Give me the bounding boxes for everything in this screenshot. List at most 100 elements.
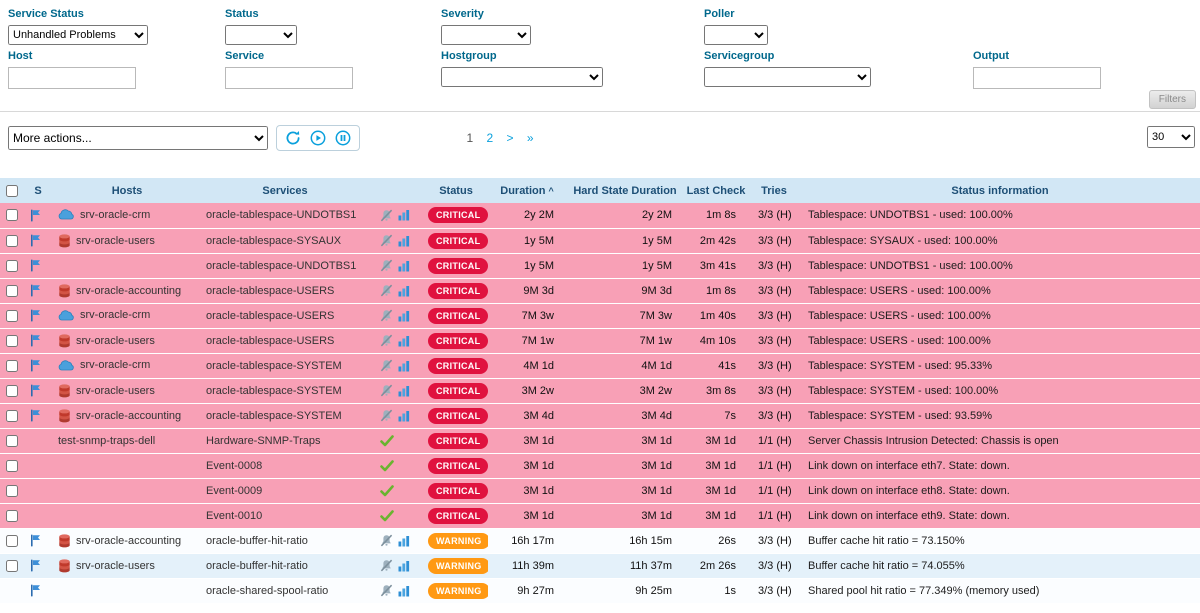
row-checkbox[interactable]	[6, 409, 18, 422]
service-link[interactable]: Event-0008	[206, 459, 263, 472]
graph-icon[interactable]	[398, 335, 410, 347]
service-link[interactable]: oracle-tablespace-SYSTEM	[206, 409, 342, 422]
filters-button[interactable]: Filters	[1148, 90, 1196, 109]
flag-icon[interactable]	[30, 384, 41, 397]
graph-icon[interactable]	[398, 585, 410, 597]
graph-icon[interactable]	[398, 209, 410, 221]
service-link[interactable]: oracle-tablespace-SYSTEM	[206, 359, 342, 372]
header-duration[interactable]: Duration ^	[488, 178, 566, 203]
service-link[interactable]: oracle-tablespace-UNDOTBS1	[206, 259, 357, 272]
row-checkbox[interactable]	[6, 534, 18, 547]
row-checkbox[interactable]	[6, 484, 18, 497]
service-link[interactable]: oracle-tablespace-USERS	[206, 284, 335, 297]
flag-icon[interactable]	[30, 534, 41, 547]
host-link[interactable]: srv-oracle-users	[76, 334, 155, 347]
row-checkbox[interactable]	[6, 284, 18, 297]
host-link[interactable]: srv-oracle-crm	[80, 209, 151, 222]
hostgroup-select[interactable]	[441, 67, 603, 87]
output-input[interactable]	[973, 67, 1101, 89]
header-last-check[interactable]: Last Check	[684, 178, 748, 203]
service-link[interactable]: Event-0009	[206, 484, 263, 497]
status-cell: CRITICAL	[424, 428, 488, 453]
page-size-select[interactable]: 30	[1147, 126, 1195, 148]
header-tries[interactable]: Tries	[748, 178, 800, 203]
row-checkbox[interactable]	[6, 384, 18, 397]
graph-icon[interactable]	[398, 560, 410, 572]
row-checkbox[interactable]	[6, 234, 18, 247]
output-label: Output	[973, 50, 1010, 62]
database-icon	[58, 383, 71, 398]
service-link[interactable]: oracle-buffer-hit-ratio	[206, 534, 308, 547]
graph-icon[interactable]	[398, 385, 410, 397]
flag-icon[interactable]	[30, 234, 41, 247]
row-checkbox[interactable]	[6, 259, 18, 272]
graph-icon[interactable]	[398, 285, 410, 297]
service-link[interactable]: oracle-tablespace-UNDOTBS1	[206, 209, 357, 222]
service-link[interactable]: oracle-tablespace-USERS	[206, 334, 335, 347]
servicegroup-select[interactable]	[704, 67, 871, 87]
header-hard-state-duration[interactable]: Hard State Duration	[566, 178, 684, 203]
flag-icon[interactable]	[30, 209, 41, 222]
service-link[interactable]: oracle-buffer-hit-ratio	[206, 559, 308, 572]
row-checkbox[interactable]	[6, 509, 18, 522]
host-cell: srv-oracle-users	[52, 553, 202, 578]
graph-icon[interactable]	[398, 535, 410, 547]
page-last-link[interactable]: »	[526, 131, 534, 145]
select-all-checkbox[interactable]	[6, 184, 18, 197]
flag-icon[interactable]	[30, 409, 41, 422]
poller-select[interactable]	[704, 25, 768, 45]
host-input[interactable]	[8, 67, 136, 89]
service-link[interactable]: Hardware-SNMP-Traps	[206, 434, 321, 447]
row-checkbox[interactable]	[6, 459, 18, 472]
status-cell: CRITICAL	[424, 453, 488, 478]
host-link[interactable]: test-snmp-traps-dell	[58, 434, 156, 447]
host-link[interactable]: srv-oracle-users	[76, 234, 155, 247]
header-hosts[interactable]: Hosts	[52, 178, 202, 203]
row-checkbox[interactable]	[6, 559, 18, 572]
flag-icon[interactable]	[30, 259, 41, 272]
service-link[interactable]: oracle-tablespace-USERS	[206, 309, 335, 322]
row-checkbox[interactable]	[6, 334, 18, 347]
checkbox-cell	[0, 503, 24, 528]
service-input[interactable]	[225, 67, 353, 89]
flag-icon[interactable]	[30, 309, 41, 322]
host-link[interactable]: srv-oracle-accounting	[76, 534, 182, 547]
refresh-button[interactable]	[285, 130, 301, 146]
flag-icon[interactable]	[30, 334, 41, 347]
header-services[interactable]: Services	[202, 178, 368, 203]
host-link[interactable]: srv-oracle-crm	[80, 359, 151, 372]
host-link[interactable]: srv-oracle-accounting	[76, 284, 182, 297]
service-status-select[interactable]: Unhandled Problems	[8, 25, 148, 45]
service-link[interactable]: Event-0010	[206, 509, 263, 522]
service-link[interactable]: oracle-shared-spool-ratio	[206, 584, 329, 597]
flag-icon[interactable]	[30, 559, 41, 572]
flag-icon[interactable]	[30, 284, 41, 297]
graph-icon[interactable]	[398, 260, 410, 272]
severity-select[interactable]	[441, 25, 531, 45]
duration-cell: 9h 27m	[517, 584, 554, 597]
graph-icon[interactable]	[398, 310, 410, 322]
status-select[interactable]	[225, 25, 297, 45]
more-actions-select[interactable]: More actions...	[8, 126, 268, 150]
host-link[interactable]: srv-oracle-accounting	[76, 409, 182, 422]
pause-button[interactable]	[335, 130, 351, 146]
graph-icon[interactable]	[398, 235, 410, 247]
page-next-link[interactable]: >	[506, 131, 514, 145]
play-button[interactable]	[310, 130, 326, 146]
row-checkbox[interactable]	[6, 434, 18, 447]
host-link[interactable]: srv-oracle-crm	[80, 309, 151, 322]
hard-state-duration-cell: 3M 4d	[641, 409, 672, 422]
header-status[interactable]: Status	[424, 178, 488, 203]
graph-icon[interactable]	[398, 360, 410, 372]
host-link[interactable]: srv-oracle-users	[76, 559, 155, 572]
page-2-link[interactable]: 2	[486, 131, 494, 145]
service-link[interactable]: oracle-tablespace-SYSTEM	[206, 384, 342, 397]
flag-icon[interactable]	[30, 359, 41, 372]
row-checkbox[interactable]	[6, 359, 18, 372]
row-checkbox[interactable]	[6, 209, 18, 222]
graph-icon[interactable]	[398, 410, 410, 422]
service-link[interactable]: oracle-tablespace-SYSAUX	[206, 234, 342, 247]
row-checkbox[interactable]	[6, 309, 18, 322]
host-link[interactable]: srv-oracle-users	[76, 384, 155, 397]
flag-icon[interactable]	[30, 584, 41, 597]
